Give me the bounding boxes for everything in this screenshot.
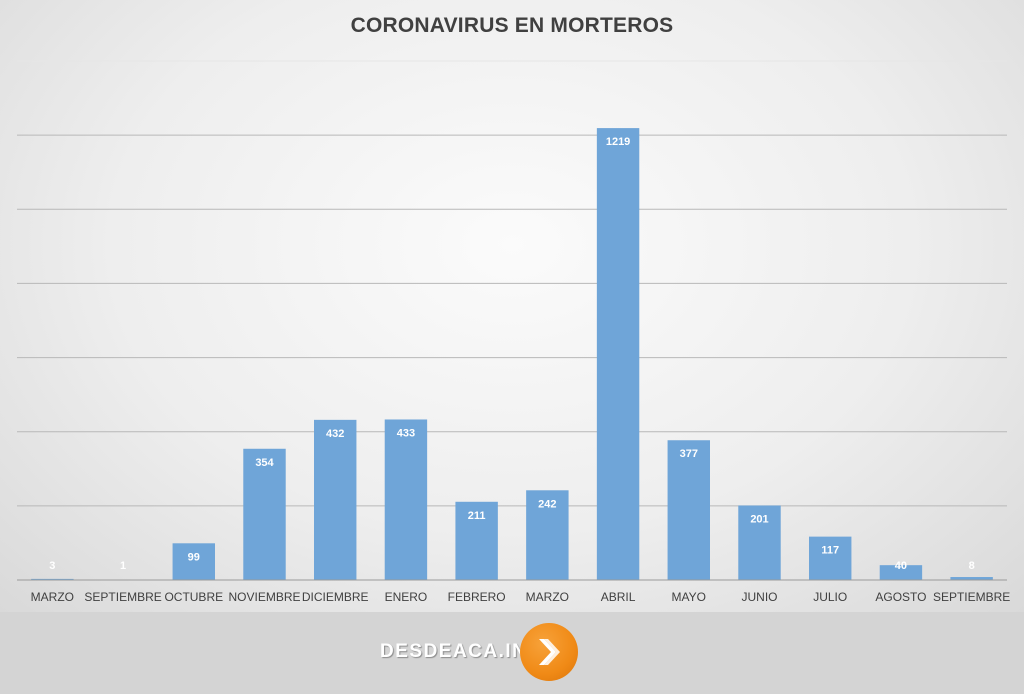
data-label: 99 (188, 551, 200, 563)
data-label: 242 (538, 498, 556, 510)
data-label: 117 (821, 545, 839, 557)
data-label: 354 (255, 457, 274, 469)
data-label: 211 (468, 510, 486, 522)
x-tick-label: MARZO (526, 590, 569, 604)
x-tick-label: MARZO (31, 590, 74, 604)
x-tick-label: ENERO (385, 590, 428, 604)
bar (879, 565, 923, 580)
x-tick-label: OCTUBRE (164, 590, 223, 604)
bar (172, 543, 215, 580)
bar (455, 501, 498, 580)
bar (950, 577, 993, 580)
brand-logo-text: DESDEACA.INFO (380, 641, 557, 662)
x-tick-label: SEPTIEMBRE (84, 590, 161, 604)
bar (243, 448, 286, 580)
data-label: 433 (397, 427, 415, 439)
bar (31, 578, 74, 580)
bar (809, 536, 852, 580)
x-tick-label: DICIEMBRE (302, 590, 369, 604)
bar (596, 128, 640, 580)
x-tick-label: AGOSTO (875, 590, 926, 604)
x-tick-label: MAYO (672, 590, 706, 604)
data-label: 432 (326, 428, 344, 440)
data-label: 377 (680, 448, 698, 460)
x-tick-label: SEPTIEMBRE (933, 590, 1010, 604)
bar (667, 440, 710, 580)
bar (738, 505, 781, 580)
bar (384, 419, 428, 580)
chevron-right-icon (520, 623, 578, 681)
bar (526, 490, 569, 580)
x-tick-label: ABRIL (601, 590, 636, 604)
data-label: 3 (49, 560, 55, 572)
data-label: 201 (750, 513, 768, 525)
x-tick-label: NOVIEMBRE (228, 590, 300, 604)
data-label: 1 (120, 560, 126, 572)
bar-chart: 3 MARZO 1 SEPTIEMBRE 99 OCTUBRE 354 NOVIEMBRE 43… (17, 60, 1010, 604)
data-label: 1219 (606, 136, 630, 148)
data-label: 8 (969, 560, 975, 572)
chart-area: CORONAVIRUS EN MORTEROS 3 MARZO 1 SEPTIEMBR… (0, 0, 1024, 613)
data-label: 40 (895, 560, 907, 572)
x-tick-label: FEBRERO (448, 590, 506, 604)
x-tick-label: JUNIO (742, 590, 778, 604)
bar (314, 419, 357, 580)
chart-title: CORONAVIRUS EN MORTEROS (350, 14, 674, 37)
x-tick-label: JULIO (813, 590, 847, 604)
footer (0, 612, 1024, 694)
